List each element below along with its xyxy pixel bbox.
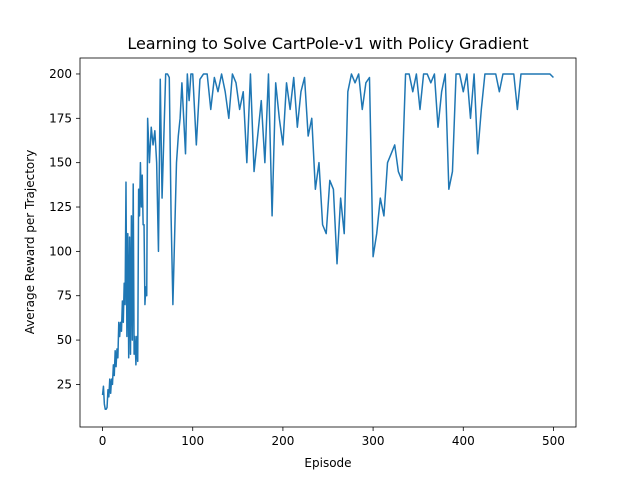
y-tick-label: 150 bbox=[49, 156, 72, 170]
x-tick-label: 100 bbox=[181, 434, 204, 448]
x-axis: 0 100 200 300 400 500 bbox=[99, 427, 565, 448]
y-tick-label: 125 bbox=[49, 200, 72, 214]
x-tick-label: 300 bbox=[362, 434, 385, 448]
y-tick-label: 50 bbox=[57, 333, 72, 347]
x-tick-label: 500 bbox=[542, 434, 565, 448]
y-axis: 25 50 75 100 125 150 175 200 bbox=[49, 67, 80, 391]
plot-area bbox=[101, 73, 554, 411]
y-tick-label: 200 bbox=[49, 67, 72, 81]
y-tick-label: 25 bbox=[57, 377, 72, 391]
x-tick-label: 400 bbox=[452, 434, 475, 448]
x-tick-label: 0 bbox=[99, 434, 107, 448]
chart-title: Learning to Solve CartPole-v1 with Polic… bbox=[127, 34, 528, 53]
axes-frame bbox=[79, 57, 577, 428]
y-tick-label: 75 bbox=[57, 289, 72, 303]
y-tick-label: 100 bbox=[49, 244, 72, 258]
series-line bbox=[101, 73, 554, 411]
x-axis-label: Episode bbox=[304, 456, 351, 470]
x-tick-label: 200 bbox=[271, 434, 294, 448]
y-axis-label: Average Reward per Trajectory bbox=[23, 150, 37, 335]
y-tick-label: 175 bbox=[49, 111, 72, 125]
